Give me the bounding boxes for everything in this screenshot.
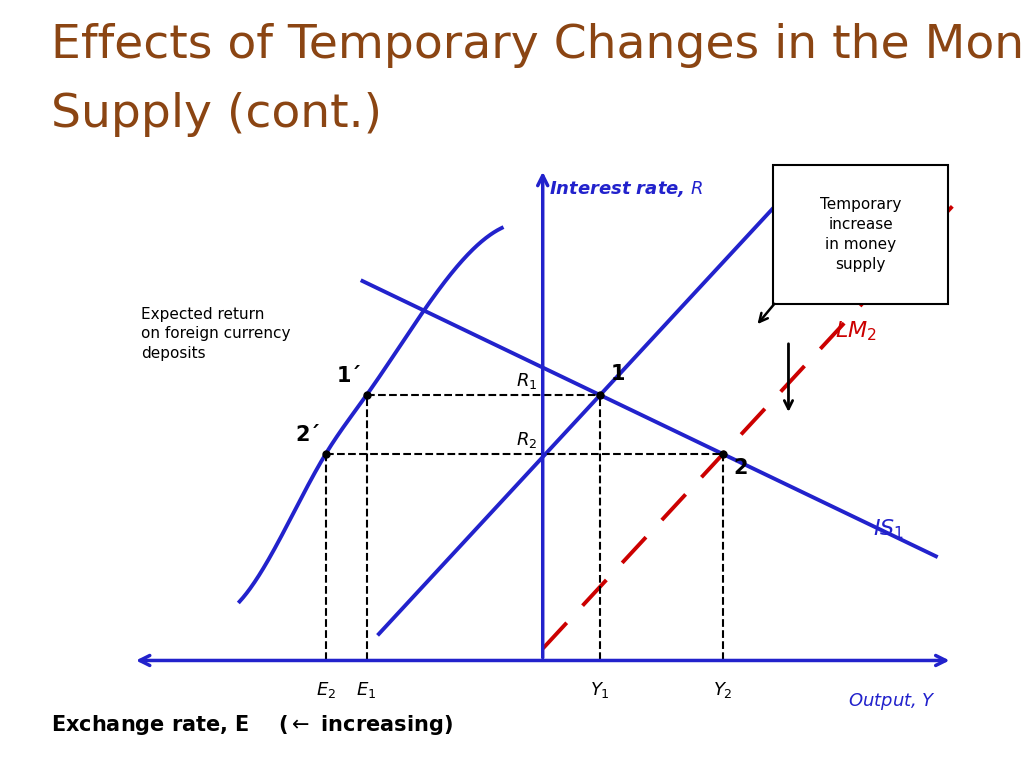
Text: $LM_2$: $LM_2$ xyxy=(835,319,877,343)
Text: Supply (cont.): Supply (cont.) xyxy=(51,92,382,137)
Text: Expected return
on foreign currency
deposits: Expected return on foreign currency depo… xyxy=(141,306,291,361)
Text: $IS_1$: $IS_1$ xyxy=(873,517,904,541)
Text: $R_1$: $R_1$ xyxy=(516,371,538,391)
Text: $E_2$: $E_2$ xyxy=(315,680,336,700)
Text: Output, $Y$: Output, $Y$ xyxy=(848,691,936,712)
Text: 2: 2 xyxy=(733,458,748,478)
Text: Interest rate, $R$: Interest rate, $R$ xyxy=(549,179,703,199)
Text: Exchange rate, $\mathbf{E}$    ($\leftarrow$ increasing): Exchange rate, $\mathbf{E}$ ($\leftarrow… xyxy=(51,713,453,737)
FancyBboxPatch shape xyxy=(773,165,948,304)
Text: Temporary
increase
in money
supply: Temporary increase in money supply xyxy=(820,197,901,272)
Text: Effects of Temporary Changes in the Money: Effects of Temporary Changes in the Mone… xyxy=(51,23,1024,68)
Text: 1´: 1´ xyxy=(337,366,361,386)
Text: $Y_1$: $Y_1$ xyxy=(590,680,610,700)
Text: $E_1$: $E_1$ xyxy=(356,680,377,700)
Text: $LM_1$: $LM_1$ xyxy=(777,178,819,201)
Text: 2´: 2´ xyxy=(296,425,321,445)
Text: $Y_2$: $Y_2$ xyxy=(713,680,733,700)
Text: $R_2$: $R_2$ xyxy=(516,430,538,450)
Text: 1: 1 xyxy=(610,363,625,383)
